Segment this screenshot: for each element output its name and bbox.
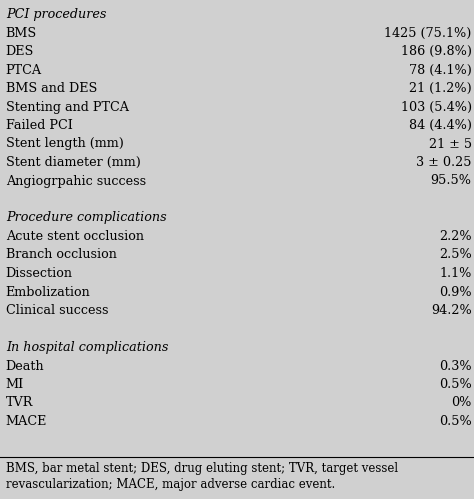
Text: 3 ± 0.25: 3 ± 0.25 bbox=[416, 156, 472, 169]
Text: 94.2%: 94.2% bbox=[431, 304, 472, 317]
Text: 103 (5.4%): 103 (5.4%) bbox=[401, 100, 472, 113]
Text: Dissection: Dissection bbox=[6, 267, 73, 280]
Text: 21 (1.2%): 21 (1.2%) bbox=[409, 82, 472, 95]
Text: Clinical success: Clinical success bbox=[6, 304, 108, 317]
Text: 186 (9.8%): 186 (9.8%) bbox=[401, 45, 472, 58]
Text: MACE: MACE bbox=[6, 415, 47, 428]
Text: 95.5%: 95.5% bbox=[431, 175, 472, 188]
Text: Stenting and PTCA: Stenting and PTCA bbox=[6, 100, 128, 113]
Text: 1.1%: 1.1% bbox=[439, 267, 472, 280]
Text: BMS: BMS bbox=[6, 26, 37, 39]
Text: 2.2%: 2.2% bbox=[439, 230, 472, 243]
Text: 0%: 0% bbox=[451, 397, 472, 410]
Text: 84 (4.4%): 84 (4.4%) bbox=[409, 119, 472, 132]
Text: 21 ± 5: 21 ± 5 bbox=[428, 138, 472, 151]
Text: Angiogrpahic success: Angiogrpahic success bbox=[6, 175, 146, 188]
Text: revascularization; MACE, major adverse cardiac event.: revascularization; MACE, major adverse c… bbox=[6, 478, 335, 491]
Text: Branch occlusion: Branch occlusion bbox=[6, 249, 117, 261]
Text: In hospital complications: In hospital complications bbox=[6, 341, 168, 354]
Text: MI: MI bbox=[6, 378, 24, 391]
Text: 1425 (75.1%): 1425 (75.1%) bbox=[384, 26, 472, 39]
Text: 0.5%: 0.5% bbox=[439, 415, 472, 428]
Text: Death: Death bbox=[6, 359, 44, 372]
Text: Acute stent occlusion: Acute stent occlusion bbox=[6, 230, 144, 243]
Text: 2.5%: 2.5% bbox=[439, 249, 472, 261]
Text: Procedure complications: Procedure complications bbox=[6, 212, 166, 225]
Text: BMS, bar metal stent; DES, drug eluting stent; TVR, target vessel: BMS, bar metal stent; DES, drug eluting … bbox=[6, 462, 398, 475]
Text: DES: DES bbox=[6, 45, 34, 58]
Text: Failed PCI: Failed PCI bbox=[6, 119, 73, 132]
Text: 0.5%: 0.5% bbox=[439, 378, 472, 391]
Text: Embolization: Embolization bbox=[6, 285, 91, 298]
Text: 0.9%: 0.9% bbox=[439, 285, 472, 298]
Text: 0.3%: 0.3% bbox=[439, 359, 472, 372]
Text: Stent diameter (mm): Stent diameter (mm) bbox=[6, 156, 141, 169]
Text: 78 (4.1%): 78 (4.1%) bbox=[409, 63, 472, 76]
Text: BMS and DES: BMS and DES bbox=[6, 82, 97, 95]
Text: Stent length (mm): Stent length (mm) bbox=[6, 138, 124, 151]
Text: TVR: TVR bbox=[6, 397, 33, 410]
Text: PCI procedures: PCI procedures bbox=[6, 8, 106, 21]
Text: PTCA: PTCA bbox=[6, 63, 42, 76]
